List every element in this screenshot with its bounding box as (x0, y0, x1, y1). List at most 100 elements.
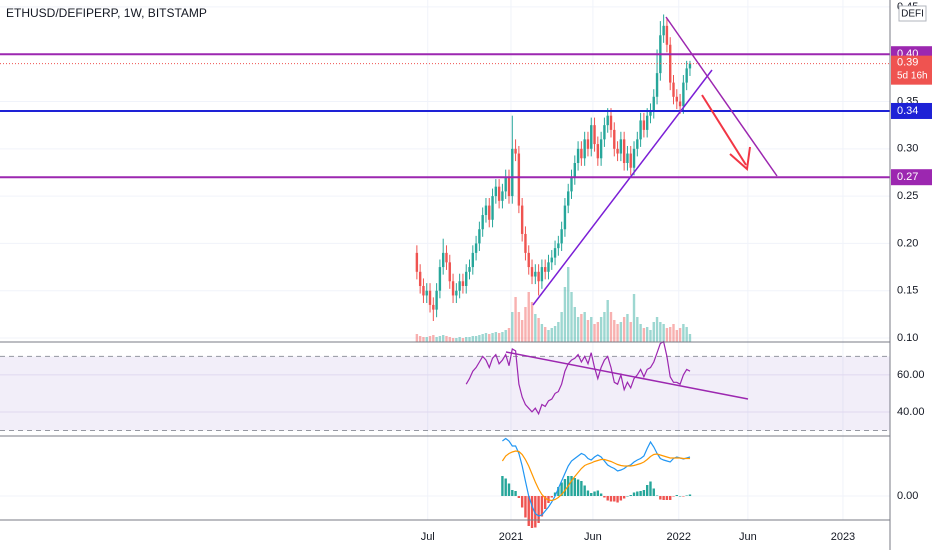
candle-body (455, 290, 458, 296)
volume-bar (507, 328, 511, 342)
volume-bar (501, 332, 504, 342)
candle-body (603, 125, 606, 140)
candle-body (616, 148, 619, 154)
candle-body (652, 96, 655, 111)
rsi-tick-label: 40.00 (897, 406, 925, 418)
macd-histogram-bar (586, 490, 590, 496)
candle-body (478, 229, 481, 244)
volume-bar (570, 292, 573, 342)
candle-body (432, 304, 435, 310)
macd-histogram-bar (557, 487, 560, 496)
candle-body (488, 205, 491, 220)
candle-body (573, 163, 576, 178)
volume-bar (560, 312, 563, 342)
macd-histogram-bar (560, 482, 563, 496)
candle-body (550, 257, 553, 263)
volume-bar (494, 332, 498, 342)
volume-bar (488, 334, 491, 342)
candle-body (530, 267, 534, 277)
volume-bar (557, 322, 560, 342)
volume-bar (543, 327, 547, 342)
candle-body (599, 139, 603, 159)
volume-bar (563, 287, 567, 342)
candle-body (494, 186, 498, 197)
volume-bar (435, 337, 438, 342)
candle-body (688, 63, 692, 69)
candle-body (474, 243, 478, 253)
candle-body (622, 139, 626, 164)
macd-histogram-bar (642, 490, 646, 496)
macd-histogram-bar (540, 496, 544, 517)
volume-bar (688, 334, 692, 342)
candle-body (540, 267, 544, 282)
volume-bar (678, 328, 682, 342)
volume-bar (478, 335, 481, 342)
labels: Jul 2021 Jun 2022 Jun 2023 0.10 0.15 0.20 0.25 0.3… (421, 1, 932, 543)
volume-bar (415, 334, 419, 342)
volume-bar (573, 307, 576, 342)
trend-line (665, 16, 778, 177)
macd-histogram-bar (619, 496, 623, 501)
macd-histogram-bar (501, 476, 504, 496)
volume-bar (517, 312, 521, 342)
volume-bar (629, 322, 632, 342)
macd-histogram-bar (669, 496, 672, 500)
candle-body (626, 153, 629, 164)
candle-body (484, 205, 488, 216)
volume-bar (461, 338, 465, 342)
volume-bar (645, 327, 649, 342)
candle-body (596, 144, 600, 159)
volume-bar (590, 317, 593, 342)
trend-line (532, 69, 713, 306)
candle-body (642, 120, 646, 130)
candle-body (501, 191, 504, 201)
candle-body (606, 115, 609, 126)
macd-histogram-bar (665, 496, 669, 500)
candle-body (468, 267, 471, 272)
candle-body (672, 82, 675, 97)
candle-body (636, 139, 639, 149)
candle-body (428, 290, 432, 305)
macd-histogram-bar (517, 496, 521, 498)
volume-bar (540, 324, 544, 342)
volume-bar (428, 336, 432, 342)
macd-histogram-bar (609, 496, 613, 502)
candle-body (425, 290, 428, 296)
volume-bar (649, 330, 652, 342)
macd-histogram-bar (520, 496, 524, 508)
macd-histogram-bar (613, 496, 616, 502)
candle-body (560, 229, 563, 244)
volume-bar (514, 297, 517, 342)
macd-histogram-bar (580, 481, 583, 496)
y-tick-label: 0.15 (897, 285, 918, 297)
macd-histogram-bar (645, 485, 649, 496)
volume-bar (642, 328, 646, 342)
volume-bar (583, 312, 586, 342)
volume-bar (547, 330, 550, 342)
candle-body (563, 205, 567, 230)
candle-body (435, 290, 438, 310)
volume-bar (685, 327, 688, 342)
candle-body (619, 139, 623, 154)
marks (0, 14, 890, 528)
candle-body (461, 281, 465, 286)
macd-histogram-bar (583, 485, 586, 496)
candle-body (465, 271, 468, 286)
arrow-head (729, 146, 751, 171)
volume-bar (682, 324, 685, 342)
candle-body (514, 148, 517, 154)
macd-histogram-bar (550, 496, 553, 498)
candle-body (590, 125, 593, 149)
volume-bar (520, 320, 524, 342)
macd-histogram-bar (599, 493, 603, 496)
volume-bar (586, 320, 590, 342)
candle-body (497, 186, 501, 201)
candle-body (669, 44, 672, 83)
x-tick-label: 2022 (667, 531, 691, 543)
macd-histogram-bar (593, 491, 596, 496)
macd-tick-label: 0.00 (897, 490, 918, 502)
candle-body (557, 243, 560, 249)
rsi-band (0, 356, 890, 431)
